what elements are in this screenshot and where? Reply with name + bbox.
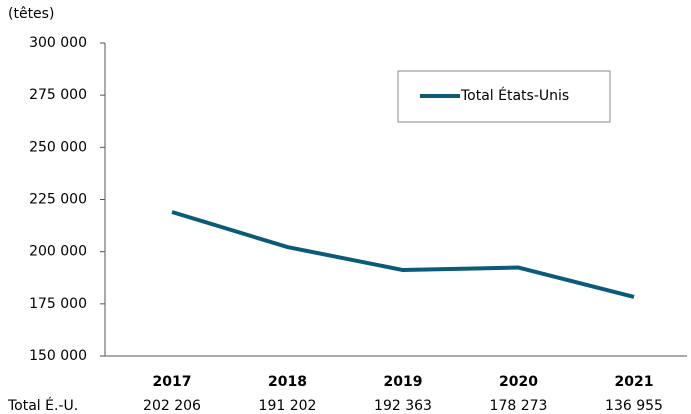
table-value: 136 955 — [605, 398, 663, 414]
table-value: 178 273 — [490, 398, 548, 414]
table-value: 191 202 — [259, 398, 317, 414]
y-tick-label: 250 000 — [29, 139, 87, 155]
y-tick-label: 200 000 — [29, 244, 87, 260]
table-value: 192 363 — [374, 398, 432, 414]
y-tick-label: 225 000 — [29, 192, 87, 208]
y-tick-label: 150 000 — [29, 348, 87, 364]
line-series — [171, 210, 635, 299]
y-axis-label: (têtes) — [8, 6, 54, 22]
x-tick-label: 2019 — [384, 374, 423, 390]
y-tick-label: 175 000 — [29, 296, 87, 312]
y-tick-label: 275 000 — [29, 87, 87, 103]
x-tick-label: 2018 — [268, 374, 307, 390]
x-tick-label: 2021 — [615, 374, 654, 390]
table-value: 202 206 — [143, 398, 201, 414]
x-tick-label: 2017 — [153, 374, 192, 390]
y-tick-label: 300 000 — [29, 35, 87, 51]
legend-label: Total États-Unis — [460, 87, 569, 104]
x-tick-label: 2020 — [499, 374, 538, 390]
table-row-label: Total É.-U. — [7, 397, 78, 414]
